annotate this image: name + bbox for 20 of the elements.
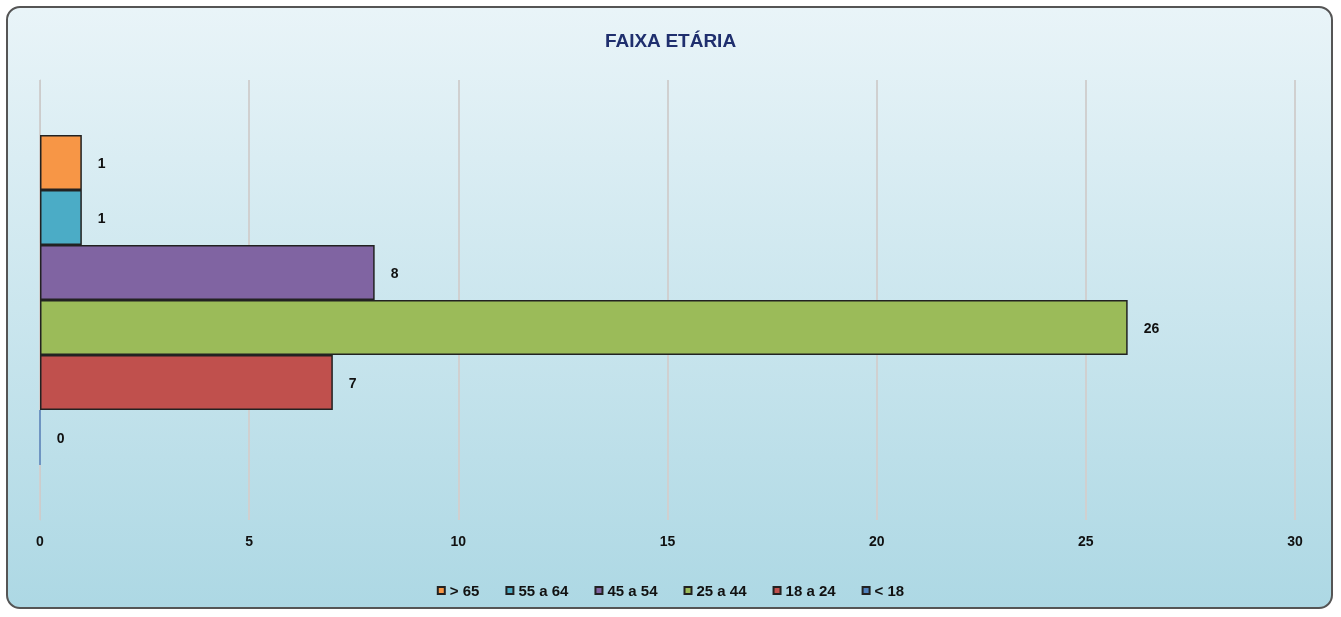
- x-tick-label: 25: [1078, 533, 1094, 549]
- data-label: 0: [56, 429, 65, 446]
- data-label: 8: [390, 264, 399, 281]
- legend-label: 55 a 64: [518, 582, 570, 599]
- chart-title: FAIXA ETÁRIA: [604, 30, 737, 51]
- x-tick-label: 20: [868, 533, 885, 549]
- x-tick-label: 0: [36, 533, 45, 549]
- legend-label: 18 a 24: [785, 582, 837, 599]
- data-label: 1: [97, 209, 106, 226]
- legend-label: > 65: [449, 582, 480, 599]
- x-tick-label: 15: [659, 533, 676, 549]
- x-tick-label: 10: [450, 533, 467, 549]
- x-tick-label: 30: [1287, 533, 1303, 549]
- legend-label: 25 a 44: [696, 582, 748, 599]
- data-label: 26: [1143, 319, 1160, 336]
- legend-label: 45 a 54: [607, 582, 659, 599]
- legend-label: < 18: [874, 582, 905, 599]
- x-tick-label: 5: [245, 533, 254, 549]
- data-label: 1: [97, 154, 106, 171]
- data-label: 7: [348, 374, 357, 391]
